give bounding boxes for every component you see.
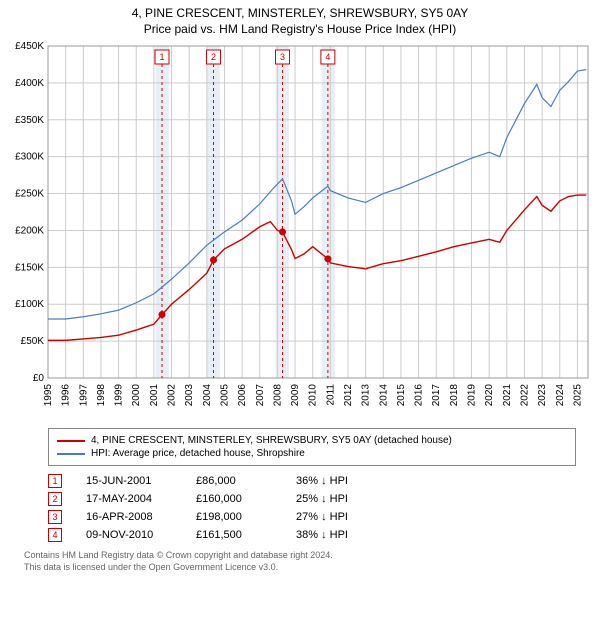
svg-text:1998: 1998 (96, 384, 107, 407)
marker-badge: 1 (48, 474, 62, 488)
svg-text:2006: 2006 (237, 384, 248, 407)
chart-subtitle: Price paid vs. HM Land Registry's House … (0, 22, 600, 36)
chart-svg: £0 £50K £100K £150K £200K £250K £300K £350K £400… (0, 40, 600, 420)
svg-text:2021: 2021 (502, 384, 513, 407)
footer: Contains HM Land Registry data © Crown c… (24, 550, 576, 573)
marker-date: 09-NOV-2010 (86, 529, 196, 541)
marker-row: 1 15-JUN-2001 £86,000 36% ↓ HPI (48, 472, 576, 490)
svg-text:2018: 2018 (449, 384, 460, 407)
marker-date: 17-MAY-2004 (86, 493, 196, 505)
marker-price: £160,000 (196, 493, 296, 505)
svg-text:2002: 2002 (167, 384, 178, 407)
svg-text:2019: 2019 (467, 384, 478, 407)
svg-text:4: 4 (325, 52, 330, 62)
svg-text:1999: 1999 (114, 384, 125, 407)
svg-text:2025: 2025 (572, 384, 583, 407)
svg-text:£150K: £150K (15, 262, 44, 273)
footer-line: Contains HM Land Registry data © Crown c… (24, 550, 576, 562)
svg-text:3: 3 (280, 52, 285, 62)
legend-item: HPI: Average price, detached house, Shro… (57, 447, 567, 460)
footer-line: This data is licensed under the Open Gov… (24, 562, 576, 574)
titles: 4, PINE CRESCENT, MINSTERLEY, SHREWSBURY… (0, 0, 600, 40)
svg-text:2005: 2005 (219, 384, 230, 407)
svg-text:2007: 2007 (255, 384, 266, 407)
svg-text:2015: 2015 (396, 384, 407, 407)
marker-row: 2 17-MAY-2004 £160,000 25% ↓ HPI (48, 490, 576, 508)
marker-row: 3 16-APR-2008 £198,000 27% ↓ HPI (48, 508, 576, 526)
svg-text:1997: 1997 (78, 384, 89, 407)
svg-text:2010: 2010 (308, 384, 319, 407)
svg-text:£350K: £350K (15, 115, 44, 126)
marker-price: £86,000 (196, 475, 296, 487)
svg-text:£50K: £50K (21, 336, 45, 347)
svg-text:2: 2 (211, 52, 216, 62)
chart-container: 4, PINE CRESCENT, MINSTERLEY, SHREWSBURY… (0, 0, 600, 573)
legend: 4, PINE CRESCENT, MINSTERLEY, SHREWSBURY… (48, 428, 576, 466)
svg-text:2013: 2013 (361, 384, 372, 407)
svg-text:2023: 2023 (537, 384, 548, 407)
svg-text:2000: 2000 (131, 384, 142, 407)
marker-badge: 4 (48, 528, 62, 542)
svg-text:2011: 2011 (325, 384, 336, 406)
marker-price: £198,000 (196, 511, 296, 523)
marker-date: 15-JUN-2001 (86, 475, 196, 487)
chart-area: £0 £50K £100K £150K £200K £250K £300K £350K £400… (0, 40, 600, 420)
marker-date: 16-APR-2008 (86, 511, 196, 523)
svg-text:£250K: £250K (15, 189, 44, 200)
svg-text:1996: 1996 (61, 384, 72, 407)
marker-diff: 38% ↓ HPI (296, 529, 406, 541)
legend-label: HPI: Average price, detached house, Shro… (91, 448, 305, 459)
svg-text:2012: 2012 (343, 384, 354, 407)
legend-label: 4, PINE CRESCENT, MINSTERLEY, SHREWSBURY… (91, 435, 452, 446)
svg-text:£400K: £400K (15, 78, 44, 89)
svg-text:2003: 2003 (184, 384, 195, 407)
svg-text:2009: 2009 (290, 384, 301, 407)
marker-badge: 2 (48, 492, 62, 506)
marker-price: £161,500 (196, 529, 296, 541)
svg-text:2024: 2024 (555, 384, 566, 407)
marker-row: 4 09-NOV-2010 £161,500 38% ↓ HPI (48, 526, 576, 544)
marker-badge: 3 (48, 510, 62, 524)
svg-text:2014: 2014 (378, 384, 389, 407)
legend-swatch (57, 440, 85, 442)
svg-text:2004: 2004 (202, 384, 213, 407)
svg-text:£0: £0 (33, 373, 45, 384)
markers-table: 1 15-JUN-2001 £86,000 36% ↓ HPI 2 17-MAY… (48, 472, 576, 544)
svg-text:2017: 2017 (431, 384, 442, 407)
svg-text:2016: 2016 (414, 384, 425, 407)
legend-item: 4, PINE CRESCENT, MINSTERLEY, SHREWSBURY… (57, 434, 567, 447)
svg-text:2020: 2020 (484, 384, 495, 407)
svg-text:2022: 2022 (519, 384, 530, 407)
svg-text:1: 1 (159, 52, 164, 62)
svg-text:1995: 1995 (43, 384, 54, 407)
legend-swatch (57, 453, 85, 455)
chart-title: 4, PINE CRESCENT, MINSTERLEY, SHREWSBURY… (0, 6, 600, 20)
marker-diff: 25% ↓ HPI (296, 493, 406, 505)
svg-text:£100K: £100K (15, 299, 44, 310)
svg-text:2001: 2001 (149, 384, 160, 407)
marker-diff: 27% ↓ HPI (296, 511, 406, 523)
marker-diff: 36% ↓ HPI (296, 475, 406, 487)
svg-text:£300K: £300K (15, 152, 44, 163)
svg-text:£200K: £200K (15, 225, 44, 236)
svg-text:2008: 2008 (272, 384, 283, 407)
svg-text:£450K: £450K (15, 41, 44, 52)
